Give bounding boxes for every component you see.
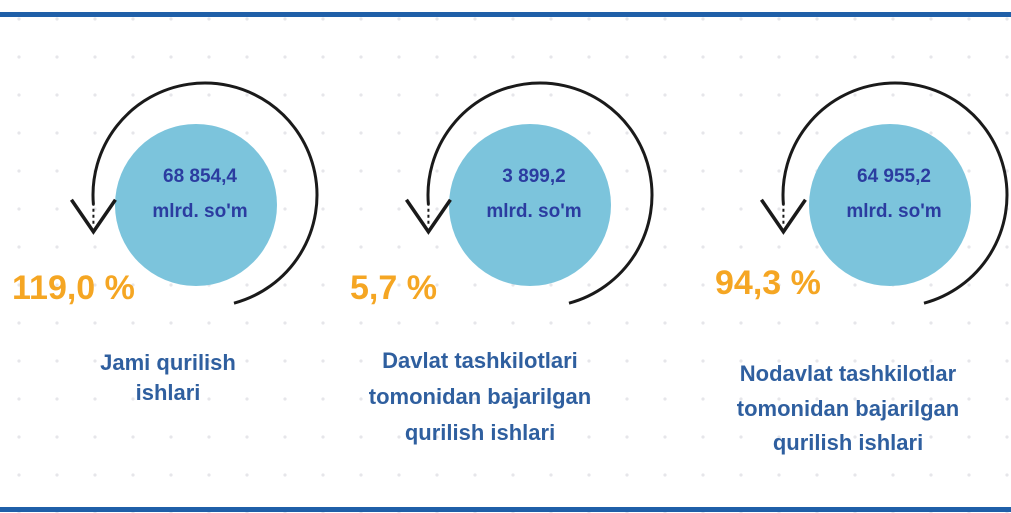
arrow-head bbox=[759, 198, 807, 235]
stat-percent: 119,0 % bbox=[12, 269, 135, 307]
stat-label: Jami qurilish bbox=[100, 350, 236, 375]
stat-label: qurilish ishlari bbox=[405, 420, 555, 445]
stat-unit: mlrd. so'm bbox=[152, 201, 247, 222]
stat-label: qurilish ishlari bbox=[773, 430, 923, 455]
stat-circle bbox=[115, 124, 277, 286]
stat-item: 64 955,2 mlrd. so'm 94,3 % Nodavlat tashkil… bbox=[715, 81, 1009, 455]
stat-label: tomonidan bajarilgan bbox=[369, 384, 591, 409]
stat-circle bbox=[449, 124, 611, 286]
stat-label: Davlat tashkilotlari bbox=[382, 348, 578, 373]
stat-value: 64 955,2 bbox=[857, 166, 931, 187]
stat-value: 3 899,2 bbox=[502, 166, 565, 187]
stat-percent: 94,3 % bbox=[715, 264, 821, 302]
stat-circle bbox=[809, 124, 971, 286]
arrow-head bbox=[69, 198, 117, 235]
stat-item: 68 854,4 mlrd. so'm 119,0 % Jami qurilish is… bbox=[12, 81, 319, 405]
top-rule bbox=[0, 12, 1011, 17]
stat-unit: mlrd. so'm bbox=[486, 201, 581, 222]
stat-item: 3 899,2 mlrd. so'm 5,7 % Davlat tashkilotla… bbox=[350, 81, 654, 445]
arrow-arc bbox=[781, 81, 1009, 305]
arrow-arc bbox=[426, 81, 654, 305]
stat-percent: 5,7 % bbox=[350, 269, 437, 307]
stat-value: 68 854,4 bbox=[163, 166, 237, 187]
arrow-arc bbox=[91, 81, 319, 305]
stat-unit: mlrd. so'm bbox=[846, 201, 941, 222]
items: 68 854,4 mlrd. so'm 119,0 % Jami qurilish is… bbox=[12, 81, 1009, 455]
stat-label: tomonidan bajarilgan bbox=[737, 396, 959, 421]
stat-label: Nodavlat tashkilotlar bbox=[740, 361, 957, 386]
bottom-rule bbox=[0, 507, 1011, 512]
arrow-head bbox=[404, 198, 452, 235]
stat-label: ishlari bbox=[136, 380, 201, 405]
